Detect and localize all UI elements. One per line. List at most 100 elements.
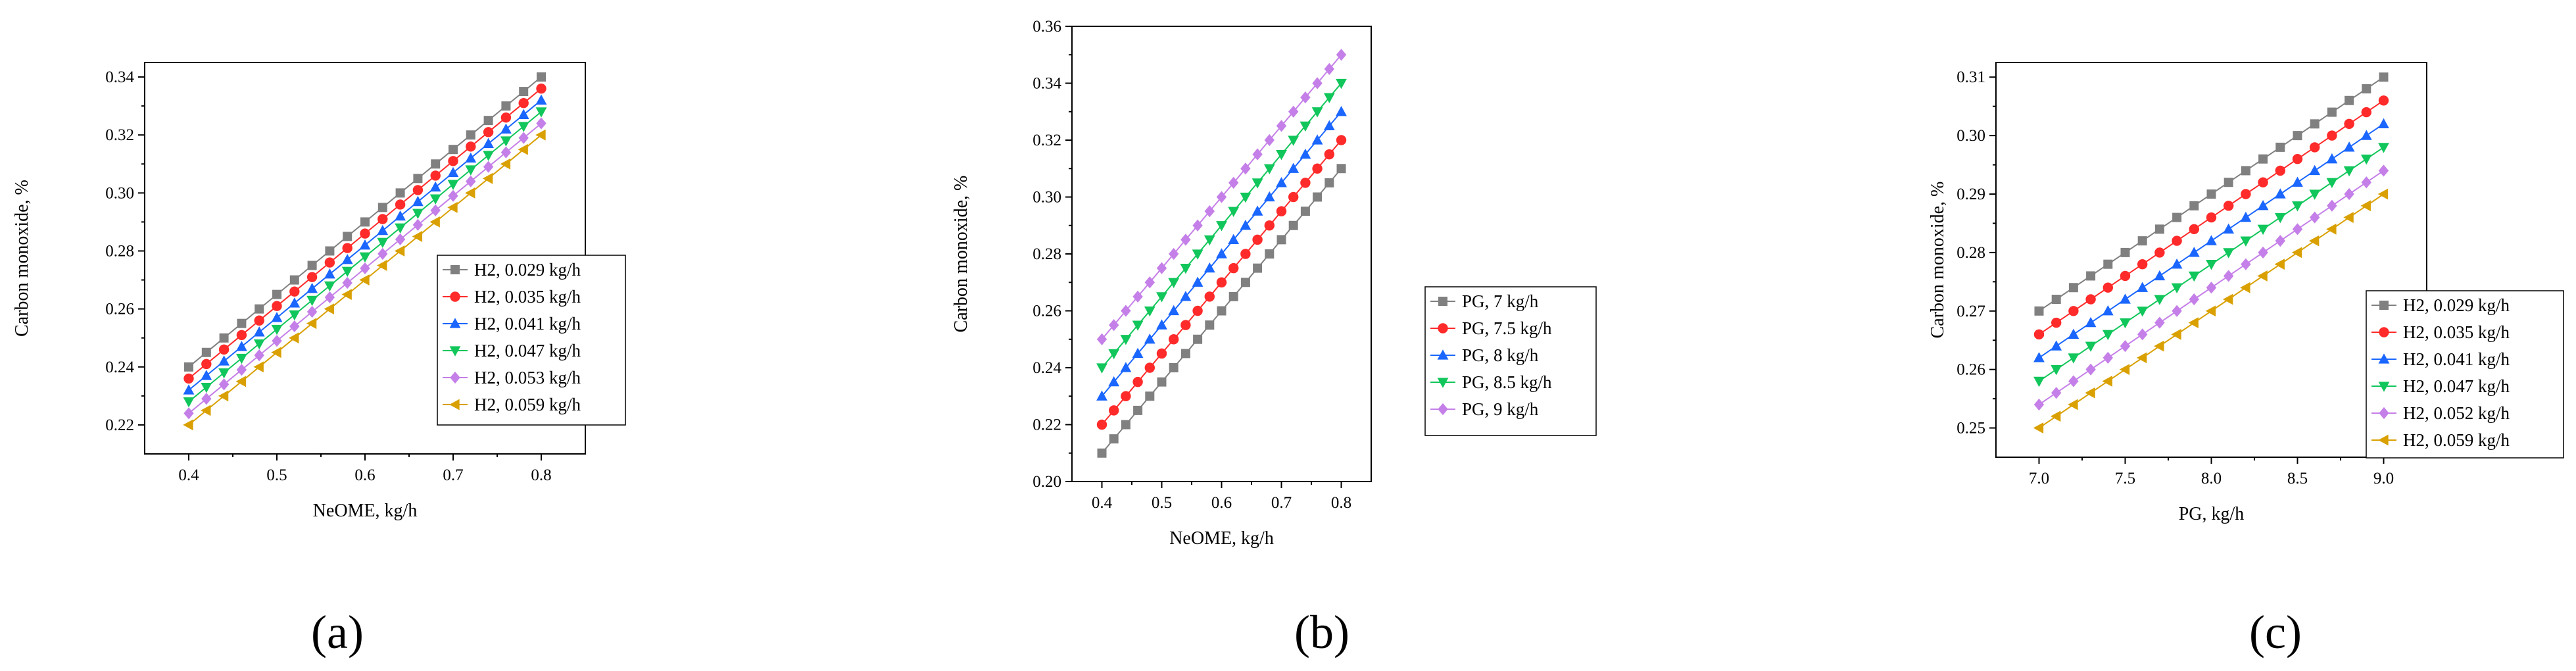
x-tick-label: 0.5 — [266, 466, 287, 484]
data-point — [535, 94, 547, 105]
data-point — [412, 195, 424, 207]
data-point — [1240, 249, 1251, 259]
data-point — [537, 72, 546, 82]
data-point — [2377, 188, 2389, 200]
data-point — [1169, 334, 1179, 345]
data-point — [2102, 351, 2113, 364]
data-point — [395, 210, 406, 221]
x-tick-label: 0.6 — [354, 466, 375, 484]
data-point — [306, 272, 318, 282]
data-point — [2379, 72, 2389, 82]
data-point — [377, 260, 387, 271]
data-point — [1157, 377, 1167, 387]
legend-marker — [450, 371, 460, 384]
data-point — [1132, 320, 1144, 331]
x-tick-label: 8.0 — [2201, 470, 2222, 487]
data-point — [2154, 247, 2165, 258]
panel-caption: (b) — [1294, 606, 1349, 659]
data-point — [518, 132, 529, 144]
x-tick-label: 0.4 — [1092, 494, 1113, 512]
series-6 — [183, 129, 546, 431]
data-point — [183, 419, 193, 431]
legend-label: H2, 0.059 kg/h — [474, 395, 581, 414]
data-point — [2033, 329, 2045, 340]
data-point — [2224, 201, 2234, 211]
legend-entry: H2, 0.035 kg/h — [2371, 322, 2510, 342]
data-point — [1336, 106, 1347, 116]
legend-label: H2, 0.047 kg/h — [474, 341, 581, 360]
chart-panel-c: 7.0 7.5 8.0 8.5 9.0 0.25 0.26 0.27 0.28 0.29 0.30 0… — [1928, 62, 2564, 659]
data-point — [1156, 319, 1167, 330]
y-tick-label: 0.32 — [105, 126, 134, 144]
data-point — [1240, 278, 1250, 287]
data-point — [2034, 306, 2044, 316]
legend-marker — [1438, 323, 1448, 334]
y-tick-label: 0.28 — [1956, 244, 1985, 262]
legend-marker — [2378, 382, 2390, 392]
data-point — [2137, 307, 2149, 317]
data-point — [2137, 236, 2147, 246]
data-point — [1144, 306, 1155, 317]
y-tick-label: 0.20 — [1033, 473, 1061, 491]
data-point — [412, 185, 424, 195]
data-point — [448, 156, 458, 166]
legend-entry: PG, 8 kg/h — [1430, 345, 1539, 365]
legend-entry: H2, 0.059 kg/h — [443, 395, 581, 414]
data-point — [1205, 320, 1215, 330]
data-point — [1228, 262, 1239, 274]
data-point — [360, 217, 370, 227]
data-point — [2102, 305, 2114, 316]
data-point — [201, 347, 211, 357]
data-point — [394, 245, 405, 257]
data-point — [2360, 130, 2372, 140]
data-point — [1311, 134, 1323, 145]
data-point — [2344, 187, 2354, 201]
data-point — [2086, 271, 2096, 281]
data-point — [1144, 276, 1155, 289]
data-point — [324, 257, 335, 268]
data-point — [1121, 391, 1131, 401]
data-point — [2051, 295, 2061, 304]
data-point — [2274, 259, 2285, 270]
data-point — [2033, 376, 2045, 387]
data-point — [412, 231, 423, 242]
data-point — [254, 349, 264, 362]
data-point — [2378, 118, 2389, 128]
y-tick-label: 0.30 — [105, 184, 134, 202]
data-point — [395, 199, 406, 210]
data-point — [2085, 316, 2097, 328]
y-tick-label: 0.32 — [1033, 132, 1061, 149]
data-point — [2327, 107, 2337, 117]
plot-frame — [1995, 62, 2427, 458]
data-point — [2292, 153, 2303, 164]
data-point — [253, 361, 264, 373]
data-point — [431, 159, 441, 169]
data-point — [465, 187, 475, 199]
data-point — [2361, 107, 2371, 118]
data-point — [306, 318, 317, 330]
data-point — [2050, 410, 2061, 422]
data-point — [271, 312, 283, 322]
data-point — [184, 362, 193, 372]
data-point — [2189, 293, 2199, 306]
data-point — [1156, 262, 1167, 274]
data-point — [324, 281, 335, 292]
data-point — [1144, 334, 1155, 344]
data-point — [218, 390, 229, 402]
legend-label: H2, 0.029 kg/h — [474, 260, 581, 280]
legend-label: H2, 0.029 kg/h — [2403, 295, 2510, 315]
data-point — [500, 158, 511, 170]
data-point — [342, 243, 352, 253]
data-point — [1204, 291, 1215, 302]
data-point — [272, 301, 282, 311]
data-point — [324, 291, 335, 304]
data-point — [1096, 363, 1107, 374]
data-point — [1204, 205, 1215, 218]
data-point — [2085, 387, 2095, 399]
data-point — [2326, 223, 2337, 235]
data-point — [1252, 205, 1263, 216]
data-point — [447, 201, 458, 213]
data-point — [1096, 390, 1107, 401]
data-point — [2275, 235, 2285, 247]
